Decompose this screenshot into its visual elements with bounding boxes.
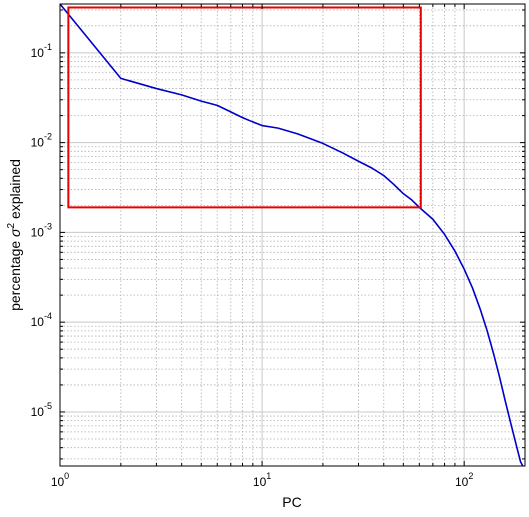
y-tick-labels: 10-510-410-310-210-1 — [31, 42, 52, 419]
tick-base: 10 — [31, 136, 45, 150]
highlight-box — [67, 6, 422, 209]
variance-series-line — [59, 3, 524, 467]
tick-exponent: -3 — [44, 221, 52, 231]
tick-base: 10 — [31, 405, 45, 419]
tick-exponent: -1 — [44, 42, 52, 52]
x-tick-labels: 100 101 102 — [51, 471, 474, 489]
tick-base: 10 — [253, 475, 267, 489]
y-axis-label-superscript: 2 — [6, 222, 17, 228]
tick-exponent: -4 — [44, 311, 52, 321]
y-tick-label: 10-4 — [31, 311, 52, 329]
y-axis-label-after: explained — [7, 159, 23, 223]
tick-exponent: -2 — [44, 132, 52, 142]
y-axis-label: percentage σ2 explained — [6, 159, 23, 311]
y-axis-label-before: percentage — [7, 237, 23, 311]
tick-exponent: -5 — [44, 401, 52, 411]
tick-exponent: 1 — [266, 471, 271, 481]
y-tick-label: 10-3 — [31, 221, 52, 239]
y-tick-label: 10-5 — [31, 401, 52, 419]
y-tick-label: 10-2 — [31, 132, 52, 150]
tick-base: 10 — [31, 46, 45, 60]
tick-base: 10 — [31, 225, 45, 239]
plot-area — [60, 4, 525, 466]
plot-frame — [59, 3, 526, 467]
tick-base: 10 — [51, 475, 65, 489]
tick-base: 10 — [31, 315, 45, 329]
tick-base: 10 — [455, 475, 469, 489]
x-tick-label: 101 — [253, 471, 271, 489]
sigma-symbol: σ — [7, 228, 23, 237]
tick-exponent: 0 — [64, 471, 69, 481]
x-axis-label: PC — [282, 494, 301, 510]
x-tick-label: 102 — [455, 471, 473, 489]
tick-exponent: 2 — [468, 471, 473, 481]
tick-marks — [59, 4, 526, 466]
y-tick-label: 10-1 — [31, 42, 52, 60]
x-tick-label: 100 — [51, 471, 69, 489]
